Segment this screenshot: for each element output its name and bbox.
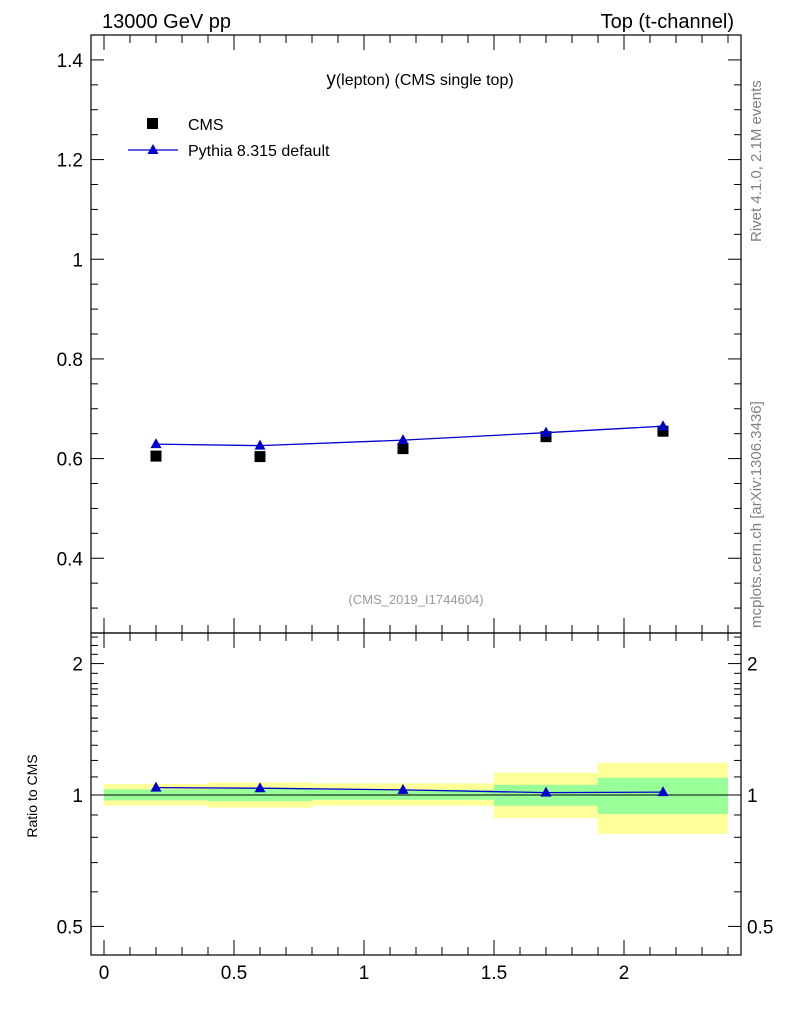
legend-cms-marker (147, 118, 158, 129)
rivet-version-label: Rivet 4.1.0, 2.1M events (748, 80, 765, 242)
xtick-label: 1.5 (481, 963, 507, 984)
pythia-data-point (397, 434, 409, 445)
xtick-label: 0 (99, 963, 110, 984)
legend-cms-label: CMS (188, 117, 224, 134)
ratio-ytick-label-right: 1 (747, 786, 758, 807)
pythia-data-point (657, 420, 669, 431)
header-right-label: Top (t-channel) (601, 11, 734, 33)
ratio-ytick-label: 0.5 (57, 917, 83, 938)
ratio-panel: 0.5 0.5 1 1 2 2 0 0.5 1 1.5 2 (57, 632, 773, 984)
main-ytick-label: 1.4 (57, 51, 84, 72)
main-panel: 0.4 0.6 0.8 1 1.2 1.4 (57, 34, 742, 634)
cms-data-point (657, 425, 669, 437)
ratio-pythia-point (540, 786, 552, 797)
xtick-label: 1 (359, 963, 370, 984)
ratio-pythia-point (254, 782, 266, 793)
plot-title-sub: (lepton) (CMS single top) (336, 72, 514, 89)
legend-pythia-marker (147, 144, 159, 154)
pythia-data-point (540, 426, 552, 437)
ratio-ytick-label-right: 2 (747, 655, 758, 676)
main-ytick-label: 0.6 (57, 450, 83, 471)
pythia-data-point (150, 438, 162, 449)
pythia-data-point (254, 439, 266, 450)
header-left-label: 13000 GeV pp (102, 11, 231, 33)
ratio-pythia-point (150, 781, 162, 792)
main-ytick-label: 1.2 (57, 151, 83, 172)
plot-title: y(lepton) (CMS single top) (326, 69, 513, 90)
ratio-ytick-label: 1 (72, 786, 83, 807)
main-ytick-label: 1 (72, 250, 83, 271)
ratio-ytick-label-right: 0.5 (747, 917, 773, 938)
cms-data-point (397, 443, 409, 455)
mcplots-reference-label: mcplots.cern.ch [arXiv:1306.3436] (748, 401, 765, 628)
ratio-pythia-point (397, 783, 409, 794)
ratio-pythia-point (657, 786, 669, 797)
main-ytick-label: 0.4 (57, 549, 84, 570)
legend-pythia-label: Pythia 8.315 default (188, 143, 330, 160)
ratio-ytick-label: 2 (72, 655, 83, 676)
analysis-watermark: (CMS_2019_I1744604) (348, 592, 483, 607)
legend: CMS Pythia 8.315 default (128, 117, 330, 160)
xtick-label: 0.5 (221, 963, 247, 984)
ratio-ylabel: Ratio to CMS (24, 754, 40, 837)
cms-data-point (254, 451, 266, 463)
plot-title-main: y (326, 69, 336, 90)
pythia-line (155, 425, 664, 447)
xtick-label: 2 (619, 963, 630, 984)
main-ytick-label: 0.8 (57, 350, 83, 371)
cms-data-point (150, 450, 162, 462)
